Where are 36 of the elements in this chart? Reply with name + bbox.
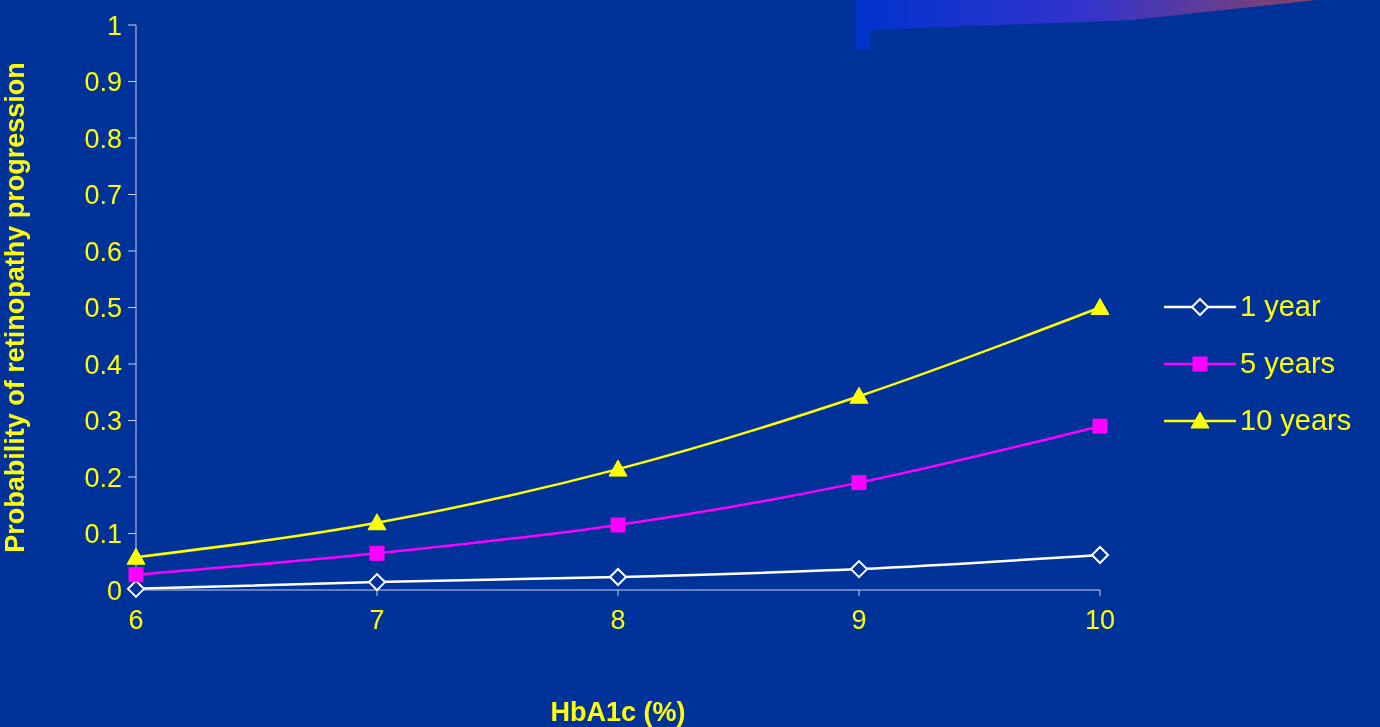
y-tick-label: 0.6 xyxy=(84,236,122,267)
point xyxy=(367,513,387,531)
y-tick-label: 0.7 xyxy=(84,180,122,211)
x-axis-title: HbA1c (%) xyxy=(550,697,686,727)
legend-label: 5 years xyxy=(1240,347,1336,380)
y-tick-label: 0.9 xyxy=(84,67,122,98)
legend-label: 10 years xyxy=(1240,404,1352,437)
point xyxy=(608,459,628,477)
y-tick-label: 1 xyxy=(106,10,122,41)
y-tick-label: 0.2 xyxy=(84,462,122,493)
point xyxy=(128,567,144,583)
y-tick-label: 0 xyxy=(106,575,122,606)
x-tick-label: 7 xyxy=(369,605,385,636)
x-tick-label: 6 xyxy=(128,605,144,636)
point xyxy=(368,573,386,592)
point xyxy=(369,545,385,561)
point xyxy=(850,560,868,579)
point xyxy=(1090,298,1110,315)
point xyxy=(849,386,869,404)
y-tick-label: 0.8 xyxy=(84,123,122,154)
point xyxy=(1092,418,1108,434)
point xyxy=(610,517,626,533)
point xyxy=(1091,545,1109,564)
x-tick-label: 8 xyxy=(610,605,626,636)
point xyxy=(126,547,146,565)
y-tick-label: 0.5 xyxy=(84,293,122,324)
y-axis-title: Probability of retinopathy progression xyxy=(0,62,30,553)
y-tick-label: 0.3 xyxy=(84,406,122,437)
y-tick-label: 0.1 xyxy=(84,519,122,550)
x-tick-label: 10 xyxy=(1084,605,1116,636)
legend-label: 1 year xyxy=(1240,290,1321,323)
x-tick-label: 9 xyxy=(851,605,867,636)
point xyxy=(609,568,627,587)
point xyxy=(127,579,145,598)
point xyxy=(851,475,867,491)
y-tick-label: 0.4 xyxy=(84,349,122,380)
